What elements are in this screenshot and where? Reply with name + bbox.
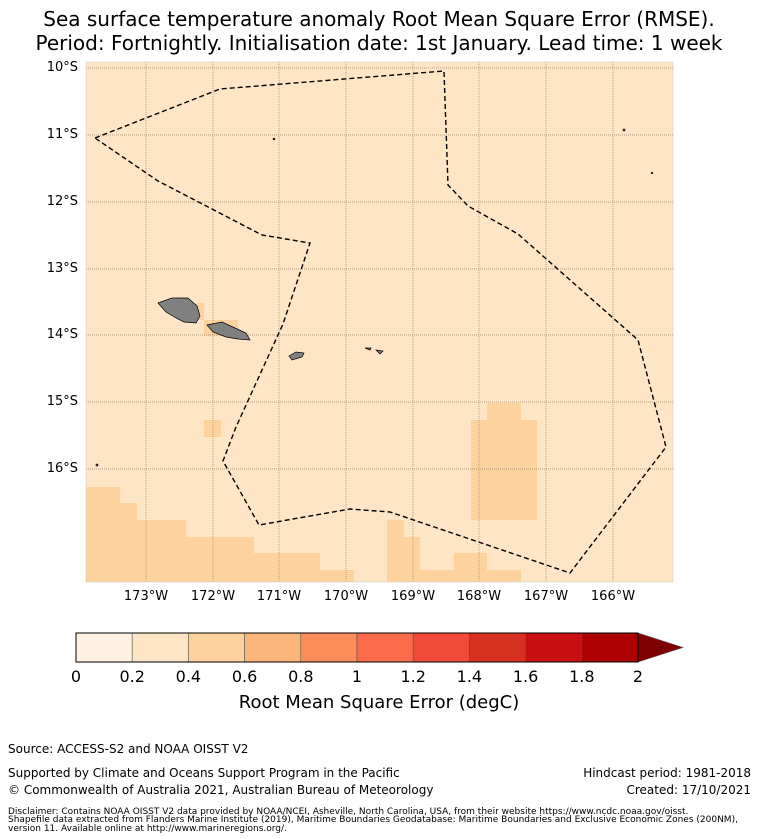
supported-text: Supported by Climate and Oceans Support … — [8, 766, 400, 780]
colorbar-tick-label: 2 — [632, 667, 644, 686]
lon-label-167w: 167°W — [523, 589, 569, 604]
lon-label-170w: 170°W — [323, 589, 369, 604]
rmse-patch-east — [471, 403, 537, 520]
island-ofu — [364, 347, 372, 351]
lat-label-16s: 16°S — [46, 461, 78, 476]
colorbar-tick-label: 1.4 — [456, 667, 483, 686]
island-northeast — [622, 128, 626, 132]
lon-label-166w: 166°W — [590, 589, 636, 604]
lon-label-171w: 171°W — [256, 589, 302, 604]
island-southwest — [95, 463, 99, 467]
colorbar-tick-label: 0.4 — [175, 667, 202, 686]
lon-label-169w: 169°W — [390, 589, 436, 604]
map-figure — [85, 61, 674, 583]
map-title-line2: Period: Fortnightly. Initialisation date… — [35, 31, 723, 55]
colorbar-cell — [75, 632, 133, 663]
lat-label-15s: 15°S — [46, 394, 78, 409]
colorbar-cells — [75, 632, 684, 663]
map-frame — [85, 61, 674, 583]
colorbar-tick-label: 1.8 — [569, 667, 595, 686]
colorbar-frame — [75, 632, 639, 663]
colorbar-tick-label: 1.2 — [400, 667, 426, 686]
colorbar-cell — [525, 632, 583, 663]
rmse-patch-samoa1 — [195, 303, 204, 320]
lat-label-12s: 12°S — [46, 194, 78, 209]
colorbar-cell — [131, 632, 189, 663]
land — [95, 128, 654, 467]
island-savaii — [157, 297, 201, 324]
colorbar-cell — [581, 632, 639, 663]
colorbar-tick-label: 0.8 — [288, 667, 314, 686]
island-north — [272, 137, 276, 141]
lat-label-11s: 11°S — [46, 127, 78, 142]
lat-label-10s: 10°S — [46, 60, 78, 75]
lon-label-168w: 168°W — [456, 589, 502, 604]
disclaimer-line1: Disclaimer: Contains NOAA OISST V2 data … — [8, 807, 689, 817]
rmse-patch-south — [387, 520, 521, 582]
colorbar-tick-label: 0.2 — [119, 667, 145, 686]
elevated-rmse-region — [86, 303, 537, 582]
lat-label-13s: 13°S — [46, 261, 78, 276]
colorbar-tick-label: 0.6 — [231, 667, 258, 686]
lon-label-173w: 173°W — [123, 589, 169, 604]
colorbar-cell — [412, 632, 470, 663]
colorbar-tick-label: 1 — [351, 667, 363, 686]
colorbar-label: Root Mean Square Error (degC) — [238, 692, 520, 713]
hindcast-text: Hindcast period: 1981-2018 — [583, 766, 751, 780]
colorbar-tick-label: 0 — [70, 667, 82, 686]
colorbar-cell — [188, 632, 245, 663]
colorbar — [75, 632, 684, 663]
colorbar-tick-label: 1.6 — [512, 667, 539, 686]
island-tau — [375, 349, 384, 355]
lon-label-172w: 172°W — [190, 589, 236, 604]
source-text: Source: ACCESS-S2 and NOAA OISST V2 — [8, 742, 249, 756]
eez-boundary — [93, 70, 667, 574]
disclaimer-line3: version 11. Available online at http://w… — [8, 824, 287, 834]
colorbar-cell — [469, 632, 526, 663]
rmse-patch-small — [204, 420, 221, 437]
island-east — [650, 171, 654, 175]
island-tutuila — [288, 351, 305, 361]
colorbar-cell — [356, 632, 414, 663]
colorbar-extend-arrow — [637, 632, 684, 663]
rmse-patch-southwest — [86, 487, 354, 582]
copyright-text: © Commonwealth of Australia 2021, Austra… — [8, 783, 434, 797]
lat-label-14s: 14°S — [46, 327, 78, 342]
created-text: Created: 17/10/2021 — [626, 783, 751, 797]
island-upolu — [206, 321, 251, 341]
colorbar-cell — [300, 632, 358, 663]
graticule — [86, 62, 673, 582]
map-title-line1: Sea surface temperature anomaly Root Mea… — [43, 7, 715, 31]
colorbar-cell — [244, 632, 302, 663]
disclaimer-line2: Shapefile data extracted from Flanders M… — [8, 815, 738, 825]
